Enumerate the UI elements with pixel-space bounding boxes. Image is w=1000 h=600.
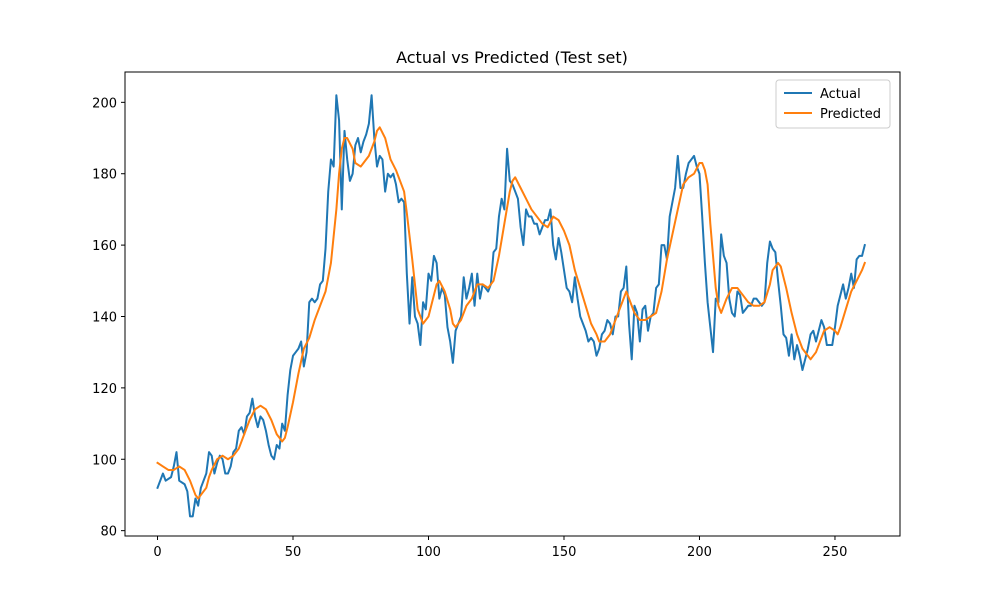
- y-tick-label: 80: [100, 525, 117, 540]
- legend: Actual Predicted: [775, 79, 891, 129]
- x-tick-label: 0: [153, 545, 161, 560]
- x-tick-label: 200: [687, 545, 712, 560]
- series-line-actual: [156, 94, 866, 518]
- plot-area: [156, 94, 867, 518]
- series-line-predicted: [156, 126, 867, 500]
- y-tick-label: 200: [92, 96, 117, 111]
- y-tick-label: 180: [92, 168, 117, 183]
- legend-label-actual: Actual: [820, 87, 861, 102]
- x-tick-label: 100: [416, 545, 441, 560]
- y-tick-label: 120: [92, 382, 117, 397]
- axes-frame: [124, 71, 901, 537]
- y-tick-label: 100: [92, 453, 117, 468]
- y-tick-label: 160: [92, 239, 117, 254]
- y-axis: 80 100 120 140 160 180 200: [92, 96, 125, 540]
- x-tick-label: 150: [552, 545, 577, 560]
- x-tick-label: 250: [823, 545, 848, 560]
- chart-title: Actual vs Predicted (Test set): [396, 48, 628, 67]
- x-axis: 0 50 100 150 200 250: [153, 536, 847, 560]
- x-tick-label: 50: [285, 545, 302, 560]
- y-tick-label: 140: [92, 310, 117, 325]
- legend-label-predicted: Predicted: [820, 107, 881, 122]
